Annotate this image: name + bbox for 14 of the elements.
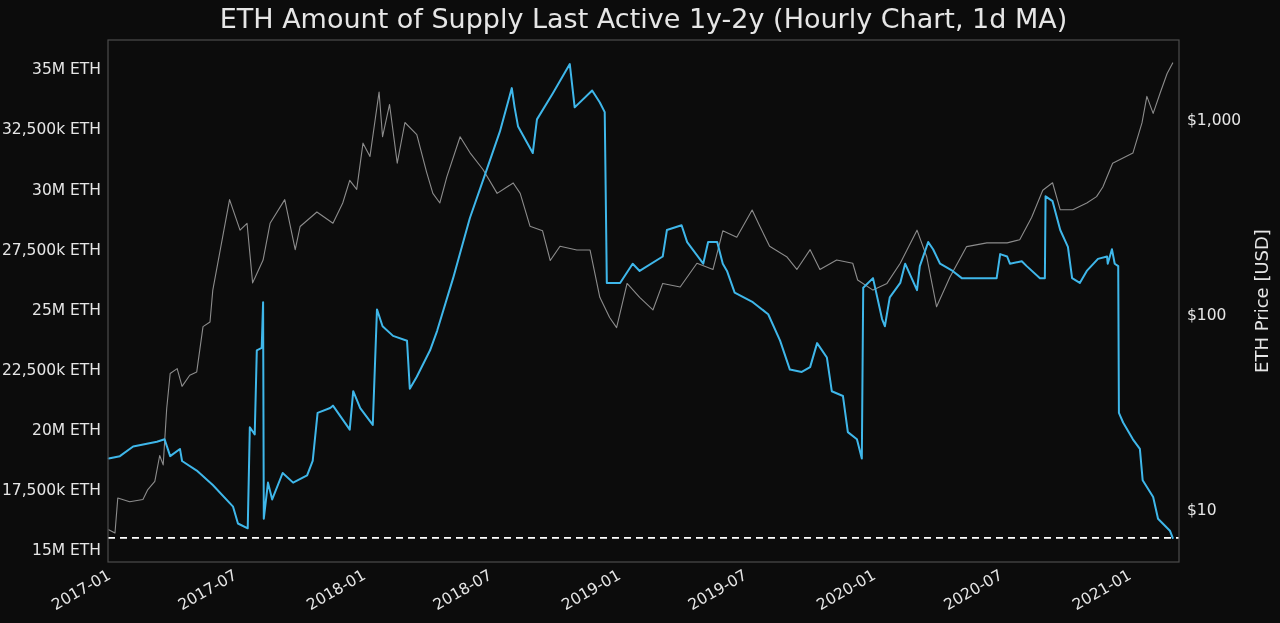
y-tick-label: 22,500k ETH bbox=[1, 360, 101, 379]
y-tick-label: 32,500k ETH bbox=[1, 120, 101, 139]
y2-axis-title: ETH Price [USD] bbox=[1251, 229, 1273, 373]
y2-tick-label: $1,000 bbox=[1187, 111, 1242, 130]
chart-title: ETH Amount of Supply Last Active 1y-2y (Hourly Chart, 1d MA) bbox=[219, 3, 1068, 34]
y-tick-label: 25M ETH bbox=[32, 300, 101, 319]
y2-tick-label: $10 bbox=[1187, 501, 1217, 520]
y2-tick-label: $100 bbox=[1187, 306, 1227, 325]
y-tick-label: 30M ETH bbox=[32, 180, 101, 199]
y-tick-label: 15M ETH bbox=[32, 541, 101, 560]
y-tick-label: 27,500k ETH bbox=[1, 240, 101, 259]
y-tick-label: 20M ETH bbox=[32, 421, 101, 440]
y-tick-label: 35M ETH bbox=[32, 60, 101, 79]
y-tick-label: 17,500k ETH bbox=[1, 481, 101, 500]
